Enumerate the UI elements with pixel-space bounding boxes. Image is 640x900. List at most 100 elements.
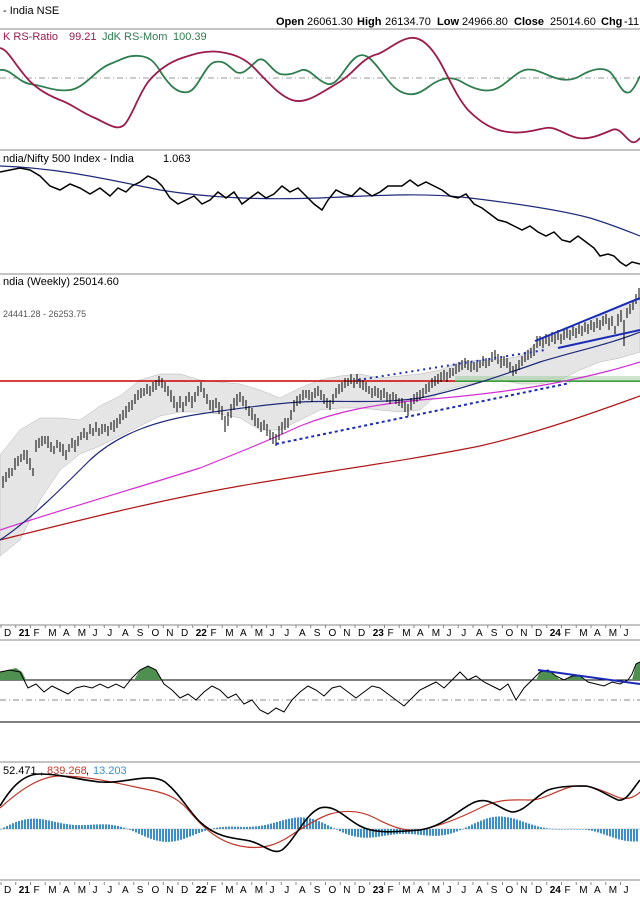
macd-hist-bar bbox=[612, 829, 614, 838]
macd-hist-bar bbox=[537, 826, 539, 829]
macd-hist-bar bbox=[483, 819, 485, 829]
x-tick-label: A bbox=[122, 885, 129, 896]
macd-hist-bar bbox=[219, 827, 221, 829]
x-tick-label: 23 bbox=[373, 628, 385, 639]
macd-hist-bar bbox=[21, 820, 23, 829]
x-tick-label: M bbox=[255, 628, 263, 639]
macd-hist-bar bbox=[60, 823, 62, 829]
macd-hist-bar bbox=[456, 829, 458, 832]
macd-hist-bar bbox=[33, 818, 35, 829]
macd-hist-bar bbox=[141, 829, 143, 836]
macd-hist-bar bbox=[435, 829, 437, 836]
macd-hist-bar bbox=[246, 826, 248, 829]
x-tick-label: D bbox=[181, 885, 188, 896]
macd-hist-bar bbox=[216, 827, 218, 829]
macd-hist-bar bbox=[327, 825, 329, 829]
macd-hist-bar bbox=[333, 828, 335, 829]
macd-hist-bar bbox=[501, 816, 503, 829]
macd-hist-bar bbox=[156, 829, 158, 841]
macd-hist-bar bbox=[459, 829, 461, 831]
macd-hist-bar bbox=[252, 826, 254, 829]
x-tick-label: F bbox=[565, 628, 571, 639]
macd-hist-bar bbox=[411, 829, 413, 835]
macd-hist-bar bbox=[261, 825, 263, 829]
macd-hist-bar bbox=[360, 829, 362, 838]
ma-long-line bbox=[0, 395, 640, 541]
macd-hist-bar bbox=[234, 826, 236, 829]
macd-hist-bar bbox=[243, 826, 245, 829]
macd-hist-bar bbox=[285, 819, 287, 829]
macd-hist-bar bbox=[420, 829, 422, 835]
macd-hist-bar bbox=[477, 821, 479, 829]
macd-hist-bar bbox=[276, 821, 278, 829]
channel-bottom-line bbox=[557, 329, 640, 349]
bollinger-text: 24441.28 - 26253.75 bbox=[3, 309, 86, 319]
macd-hist-bar bbox=[633, 829, 635, 842]
macd-hist-bar bbox=[615, 829, 617, 839]
macd-hist-bar bbox=[201, 829, 203, 832]
macd-hist-bar bbox=[369, 829, 371, 838]
x-tick-label: N bbox=[166, 885, 173, 896]
macd-hist-bar bbox=[573, 828, 575, 830]
x-tick-label: M bbox=[255, 885, 263, 896]
x-tick-label: A bbox=[476, 628, 483, 639]
x-tick-label: M bbox=[78, 885, 86, 896]
x-tick-label: J bbox=[461, 628, 466, 639]
macd-hist-bar bbox=[51, 821, 53, 829]
macd-hist-bar bbox=[291, 818, 293, 829]
macd-hist-bar bbox=[90, 824, 92, 829]
relative-line bbox=[0, 167, 640, 267]
macd-hist-bar bbox=[372, 829, 374, 838]
macd-hist-bar bbox=[588, 829, 590, 831]
x-tick-label: M bbox=[432, 628, 440, 639]
macd-hist-bar bbox=[282, 820, 284, 829]
close-value: 25014.60 bbox=[550, 16, 596, 28]
x-tick-label: M bbox=[579, 885, 587, 896]
x-tick-label: N bbox=[520, 628, 527, 639]
x-tick-label: A bbox=[476, 885, 483, 896]
rs-mom-label: JdK RS-Mom bbox=[102, 31, 167, 43]
macd-hist-bar bbox=[237, 826, 239, 829]
rs-ratio-label: K RS-Ratio bbox=[3, 31, 58, 43]
macd-hist-bar bbox=[381, 829, 383, 837]
macd-hist-bar bbox=[426, 829, 428, 836]
macd-hist-bar bbox=[147, 829, 149, 838]
x-tick-label: 22 bbox=[196, 628, 208, 639]
macd-hist-bar bbox=[213, 828, 215, 829]
x-tick-label: A bbox=[417, 885, 424, 896]
macd-hist-bar bbox=[516, 819, 518, 829]
macd-hist-bar bbox=[339, 829, 341, 832]
macd-hist-bar bbox=[39, 818, 41, 829]
macd-hist-bar bbox=[195, 829, 197, 835]
macd-hist-bar bbox=[378, 829, 380, 837]
macd-hist-bar bbox=[228, 826, 230, 829]
macd-hist-bar bbox=[15, 821, 17, 829]
macd-hist-bar bbox=[150, 829, 152, 839]
macd-hist-bar bbox=[444, 829, 446, 835]
x-tick-label: M bbox=[225, 628, 233, 639]
support-trendline bbox=[275, 382, 571, 445]
x-axis-bottom: D 21 F M A M J J A S O N D 22 F M A M J J A S O N D 23 F M A M J J A S O N D… bbox=[0, 879, 640, 896]
x-axis-top: D 21 F M A M J J A S O N D 22 F M A M J J A S O N D 23 F M A M J J A S O N D… bbox=[0, 624, 640, 639]
relative-value: 1.063 bbox=[163, 153, 191, 165]
macd-hist-bar bbox=[84, 825, 86, 829]
macd-hist-bar bbox=[177, 829, 179, 841]
macd-hist-bar bbox=[6, 825, 8, 829]
macd-hist-bar bbox=[570, 828, 572, 830]
x-tick-label: J bbox=[93, 885, 98, 896]
macd-hist-bar bbox=[522, 821, 524, 829]
macd-hist-bar bbox=[171, 829, 173, 842]
macd-hist-bar bbox=[534, 825, 536, 829]
macd-hist-bar bbox=[18, 820, 20, 829]
macd-hist-bar bbox=[312, 819, 314, 829]
x-tick-label: A bbox=[594, 885, 601, 896]
x-tick-label: 22 bbox=[196, 885, 208, 896]
macd-hist-bar bbox=[486, 818, 488, 829]
x-tick-label: J bbox=[93, 628, 98, 639]
macd-hist-bar bbox=[606, 829, 608, 836]
high-label: High bbox=[357, 16, 382, 28]
osc-trendline bbox=[537, 669, 640, 685]
macd-hist-bar bbox=[507, 817, 509, 829]
support-zone bbox=[455, 376, 640, 381]
ohlc-readout: Open 26061.30 High 26134.70 Low 24966.80… bbox=[276, 16, 639, 28]
